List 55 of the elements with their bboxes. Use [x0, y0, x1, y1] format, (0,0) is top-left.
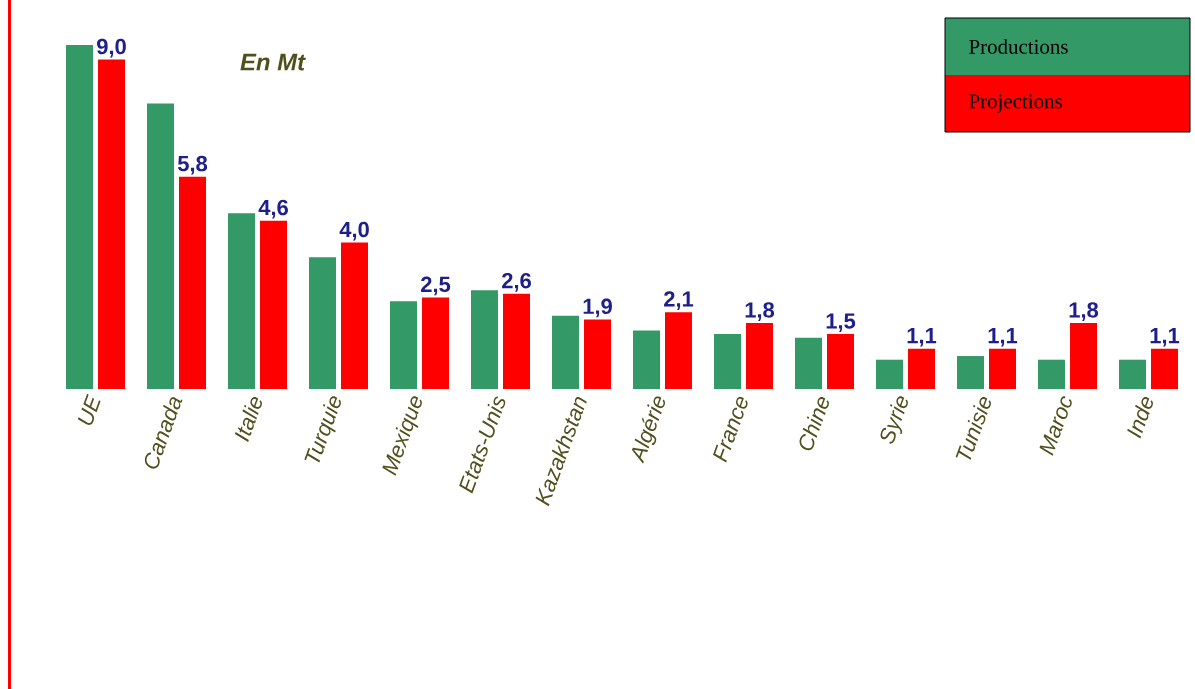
bar: [746, 323, 774, 389]
data-label: 2,5: [421, 276, 451, 296]
bar: [957, 356, 985, 389]
data-label: 1,1: [1150, 328, 1180, 347]
bar: [179, 176, 207, 389]
bar: [795, 337, 823, 389]
bar: [1038, 359, 1066, 389]
x-tick-label: Turquie: [304, 396, 341, 463]
bar: [584, 319, 612, 389]
bar: [827, 334, 855, 389]
bar: [1070, 323, 1098, 389]
bar: [908, 348, 936, 389]
bar: [147, 103, 175, 389]
bar: [422, 297, 450, 389]
bar: [471, 290, 499, 389]
data-label: 2,1: [664, 291, 694, 310]
x-tick-label: Inde: [1127, 397, 1153, 439]
text: Productions: [969, 39, 1068, 54]
data-label: 1,8: [1069, 302, 1099, 321]
data-label: 1,9: [583, 298, 612, 318]
bar: [503, 293, 531, 389]
x-tick-label: France: [713, 396, 748, 463]
x-tick-label: UE: [77, 393, 101, 425]
bar: [989, 348, 1017, 389]
x-tick-label: Chine: [799, 397, 829, 451]
x-tick-label: Syrie: [880, 396, 908, 444]
bar: [260, 220, 288, 389]
bar: [309, 257, 337, 389]
data-label: 1,5: [826, 313, 856, 332]
bar: [228, 213, 256, 389]
bar: [714, 334, 742, 389]
x-tick-label: Algérie: [631, 396, 666, 464]
annotation: En Mt: [240, 53, 306, 71]
data-label: 5,8: [177, 155, 208, 175]
bar: [1119, 359, 1147, 389]
bar: [876, 359, 904, 389]
x-tick-label: Maroc: [1039, 396, 1072, 456]
data-label: 1,8: [745, 302, 775, 321]
bar: [98, 59, 126, 389]
data-label: 4,6: [258, 199, 288, 219]
bar: [552, 315, 580, 389]
bar: [1151, 348, 1179, 389]
bar: [390, 301, 418, 389]
bar: [66, 44, 94, 389]
x-tick-label: Italie: [234, 397, 262, 442]
bar: [633, 330, 661, 389]
data-label: 2,6: [502, 272, 531, 292]
data-label: 1,1: [907, 328, 937, 347]
x-tick-label: Tunisie: [955, 397, 991, 460]
data-label: 9,0: [97, 38, 126, 58]
data-label: 4,0: [339, 221, 369, 241]
text: Projections: [969, 94, 1062, 113]
bar: [341, 242, 369, 389]
data-label: 1,1: [988, 328, 1018, 347]
bar: [665, 312, 693, 389]
